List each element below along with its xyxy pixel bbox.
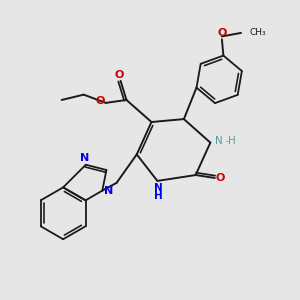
Text: N: N [104, 186, 113, 196]
Text: N: N [215, 136, 223, 146]
Text: -: - [225, 137, 228, 146]
Text: H: H [154, 191, 163, 201]
Text: O: O [217, 28, 226, 38]
Text: H: H [228, 136, 236, 146]
Text: O: O [95, 96, 105, 106]
Text: N: N [80, 153, 89, 163]
Text: CH₃: CH₃ [250, 28, 266, 38]
Text: N: N [154, 183, 163, 193]
Text: O: O [216, 173, 225, 183]
Text: O: O [114, 70, 124, 80]
